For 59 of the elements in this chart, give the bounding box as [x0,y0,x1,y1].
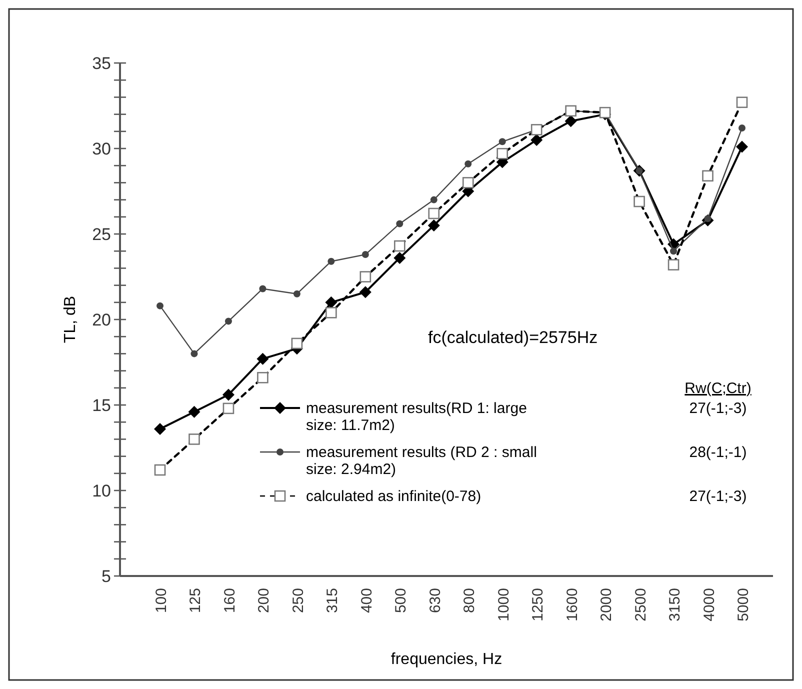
x-tick-label: 500 [392,588,410,614]
point [359,286,372,298]
point [224,318,232,325]
point [259,285,266,292]
x-tick-label: 800 [461,588,478,614]
point [362,251,369,258]
x-tick-label: 200 [256,588,273,614]
legend-label: measurement results(RD 1: large size: 11.7m2) [306,400,527,434]
y-tick-label: 10 [92,482,111,500]
x-tick-label: 2000 [598,588,616,622]
x-tick-label: 400 [358,588,376,614]
x-axis-title: frequencies, Hz [390,651,502,668]
point [156,302,164,310]
point [190,350,198,358]
y-tick-label: 30 [92,140,111,158]
x-tick-label: 100 [153,588,170,614]
point [498,138,506,146]
y-tick-label: 20 [92,310,111,330]
y-tick-label: 25 [92,225,111,244]
point [396,220,404,228]
annotation: 27(-1;-3) [689,488,747,505]
point [325,296,338,308]
point [564,115,577,128]
point [430,196,438,204]
annotation: 27(-1;-3) [689,400,747,417]
y-tick-label: 35 [92,54,111,73]
point [738,124,746,132]
point [394,252,406,264]
legend-label: calculated as infinite(0-78) [306,488,482,505]
point [328,258,335,265]
point [293,290,300,298]
y-axis-title: TL, dB [62,296,79,344]
x-tick-label: 630 [426,588,444,614]
x-tick-label: 315 [324,588,342,614]
x-tick-label: 3150 [666,588,684,622]
point [256,352,269,365]
x-tick-label: 1250 [530,588,547,622]
point [670,248,678,255]
x-tick-label: 1600 [564,588,581,622]
y-tick-label: 15 [92,396,111,415]
legend-label: measurement results (RD 2 : small size: 2.94m2) [306,444,537,478]
annotation: Rw(C;Ctr) [684,380,752,397]
x-tick-label: 5000 [735,588,752,622]
x-tick-label: 125 [187,588,204,614]
point [154,422,166,435]
annotation: fc(calculated)=2575Hz [428,328,598,347]
point [736,140,748,153]
point [530,134,543,146]
x-tick-label: 1000 [495,588,512,622]
point [428,219,440,232]
annotation: 28(-1;-1) [689,444,747,461]
point [188,406,200,418]
point [222,388,234,401]
x-tick-label: 250 [290,588,307,614]
x-tick-label: 2500 [632,588,650,622]
x-tick-label: 4000 [700,588,718,622]
y-tick-label: 5 [102,567,111,586]
x-tick-label: 160 [221,588,238,614]
point [464,160,472,168]
